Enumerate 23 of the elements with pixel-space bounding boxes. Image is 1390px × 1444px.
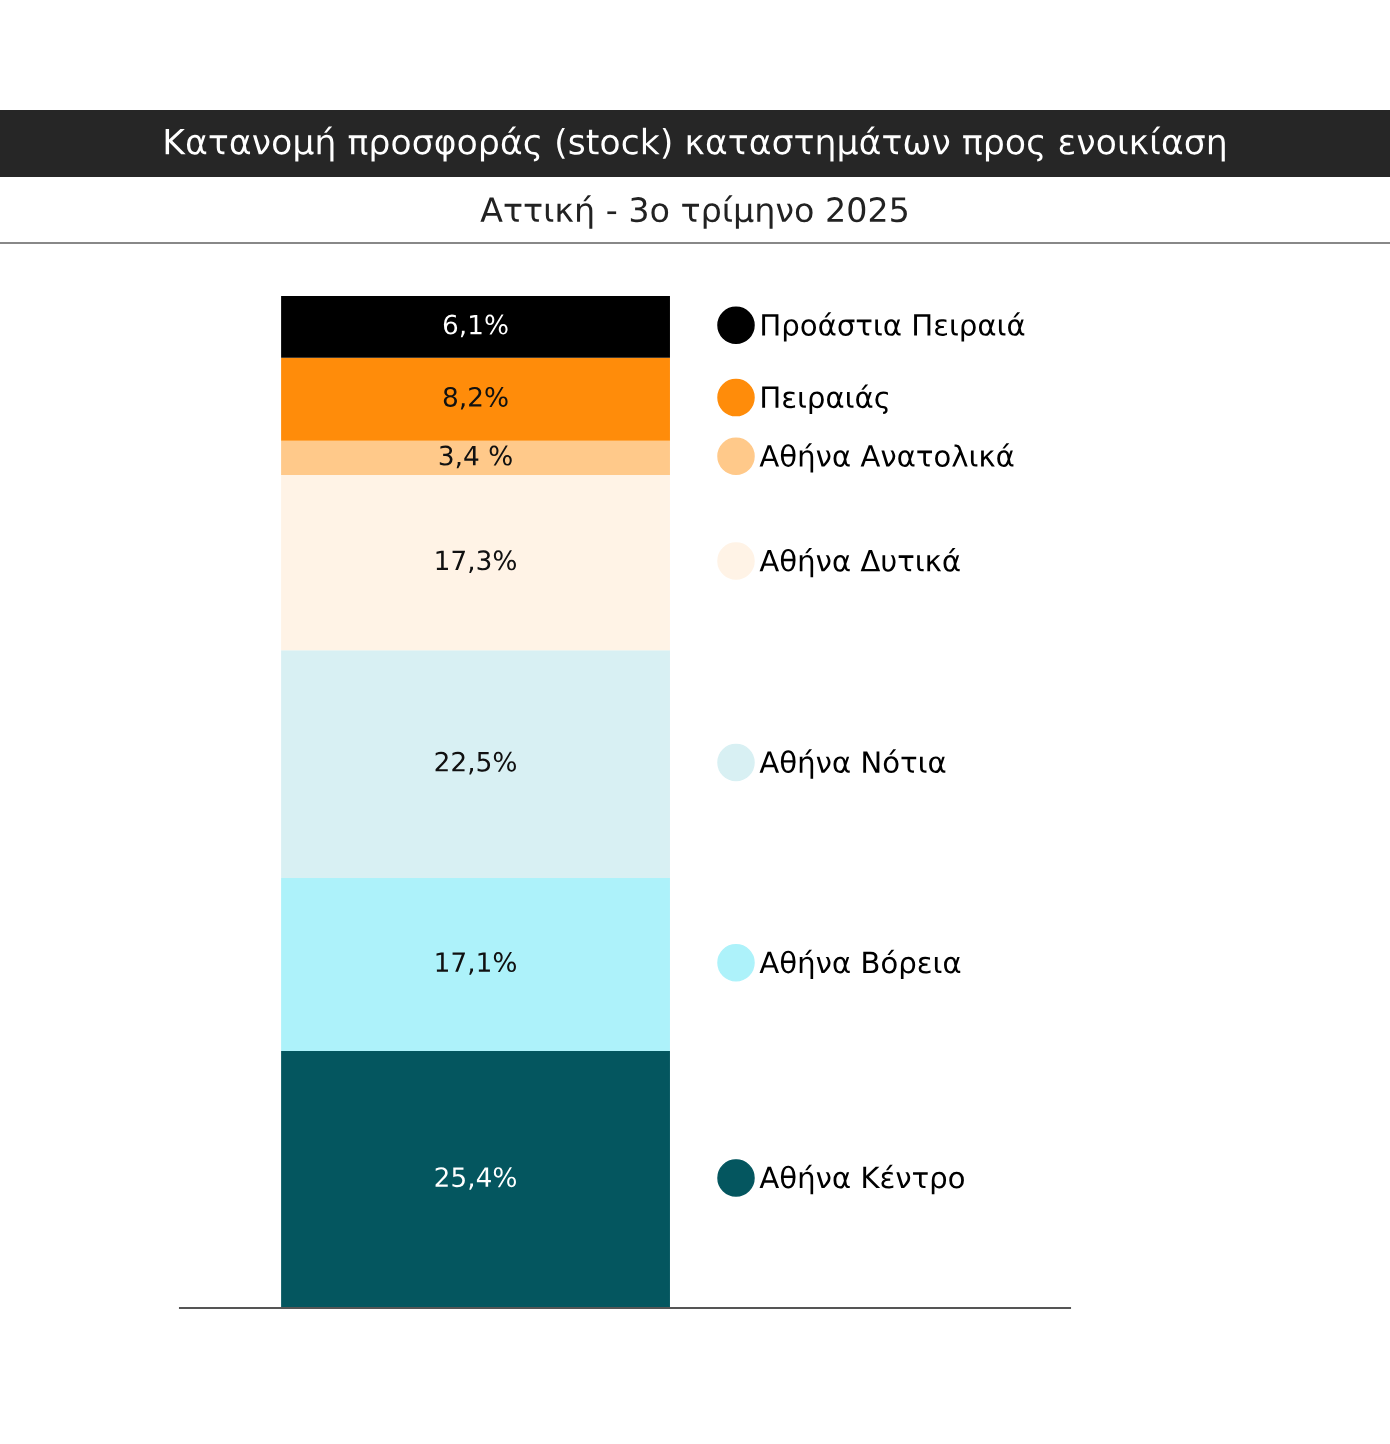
legend-label: Προάστια Πειραιά	[762, 312, 1025, 342]
legend-label: Αθήνα Νότια	[759, 749, 946, 779]
bar	[281, 1050, 670, 1308]
data-label: 8,2%	[443, 386, 508, 410]
data-label: 17,1%	[436, 952, 516, 975]
data-label: 22,5%	[435, 751, 516, 775]
bar	[281, 440, 670, 476]
legend-label: Αθήνα Ανατολικά	[759, 443, 1014, 473]
bar	[281, 877, 670, 1051]
legend-label: Αθήνα Κέντρο	[759, 1164, 964, 1195]
data-label: 6,1%	[443, 314, 508, 338]
chart-subtitle: Αττική - 3ο τρίμηνο 2025	[480, 195, 907, 229]
bar	[281, 650, 670, 878]
legend-label: Αθήνα Δυτικά	[759, 547, 960, 578]
bar	[281, 475, 670, 651]
bar	[281, 357, 670, 441]
chart-title: Κατανομή προσφοράς (stock) καταστημάτων προς ενοικίαση	[165, 126, 1225, 162]
bar	[281, 296, 670, 358]
legend-label: Πειραιάς	[762, 384, 888, 414]
legend-label: Αθήνα Βόρεια	[759, 949, 961, 980]
data-label: 3,4 %	[439, 445, 512, 469]
data-label: 25,4%	[435, 1167, 516, 1190]
data-label: 17,3%	[436, 550, 516, 574]
